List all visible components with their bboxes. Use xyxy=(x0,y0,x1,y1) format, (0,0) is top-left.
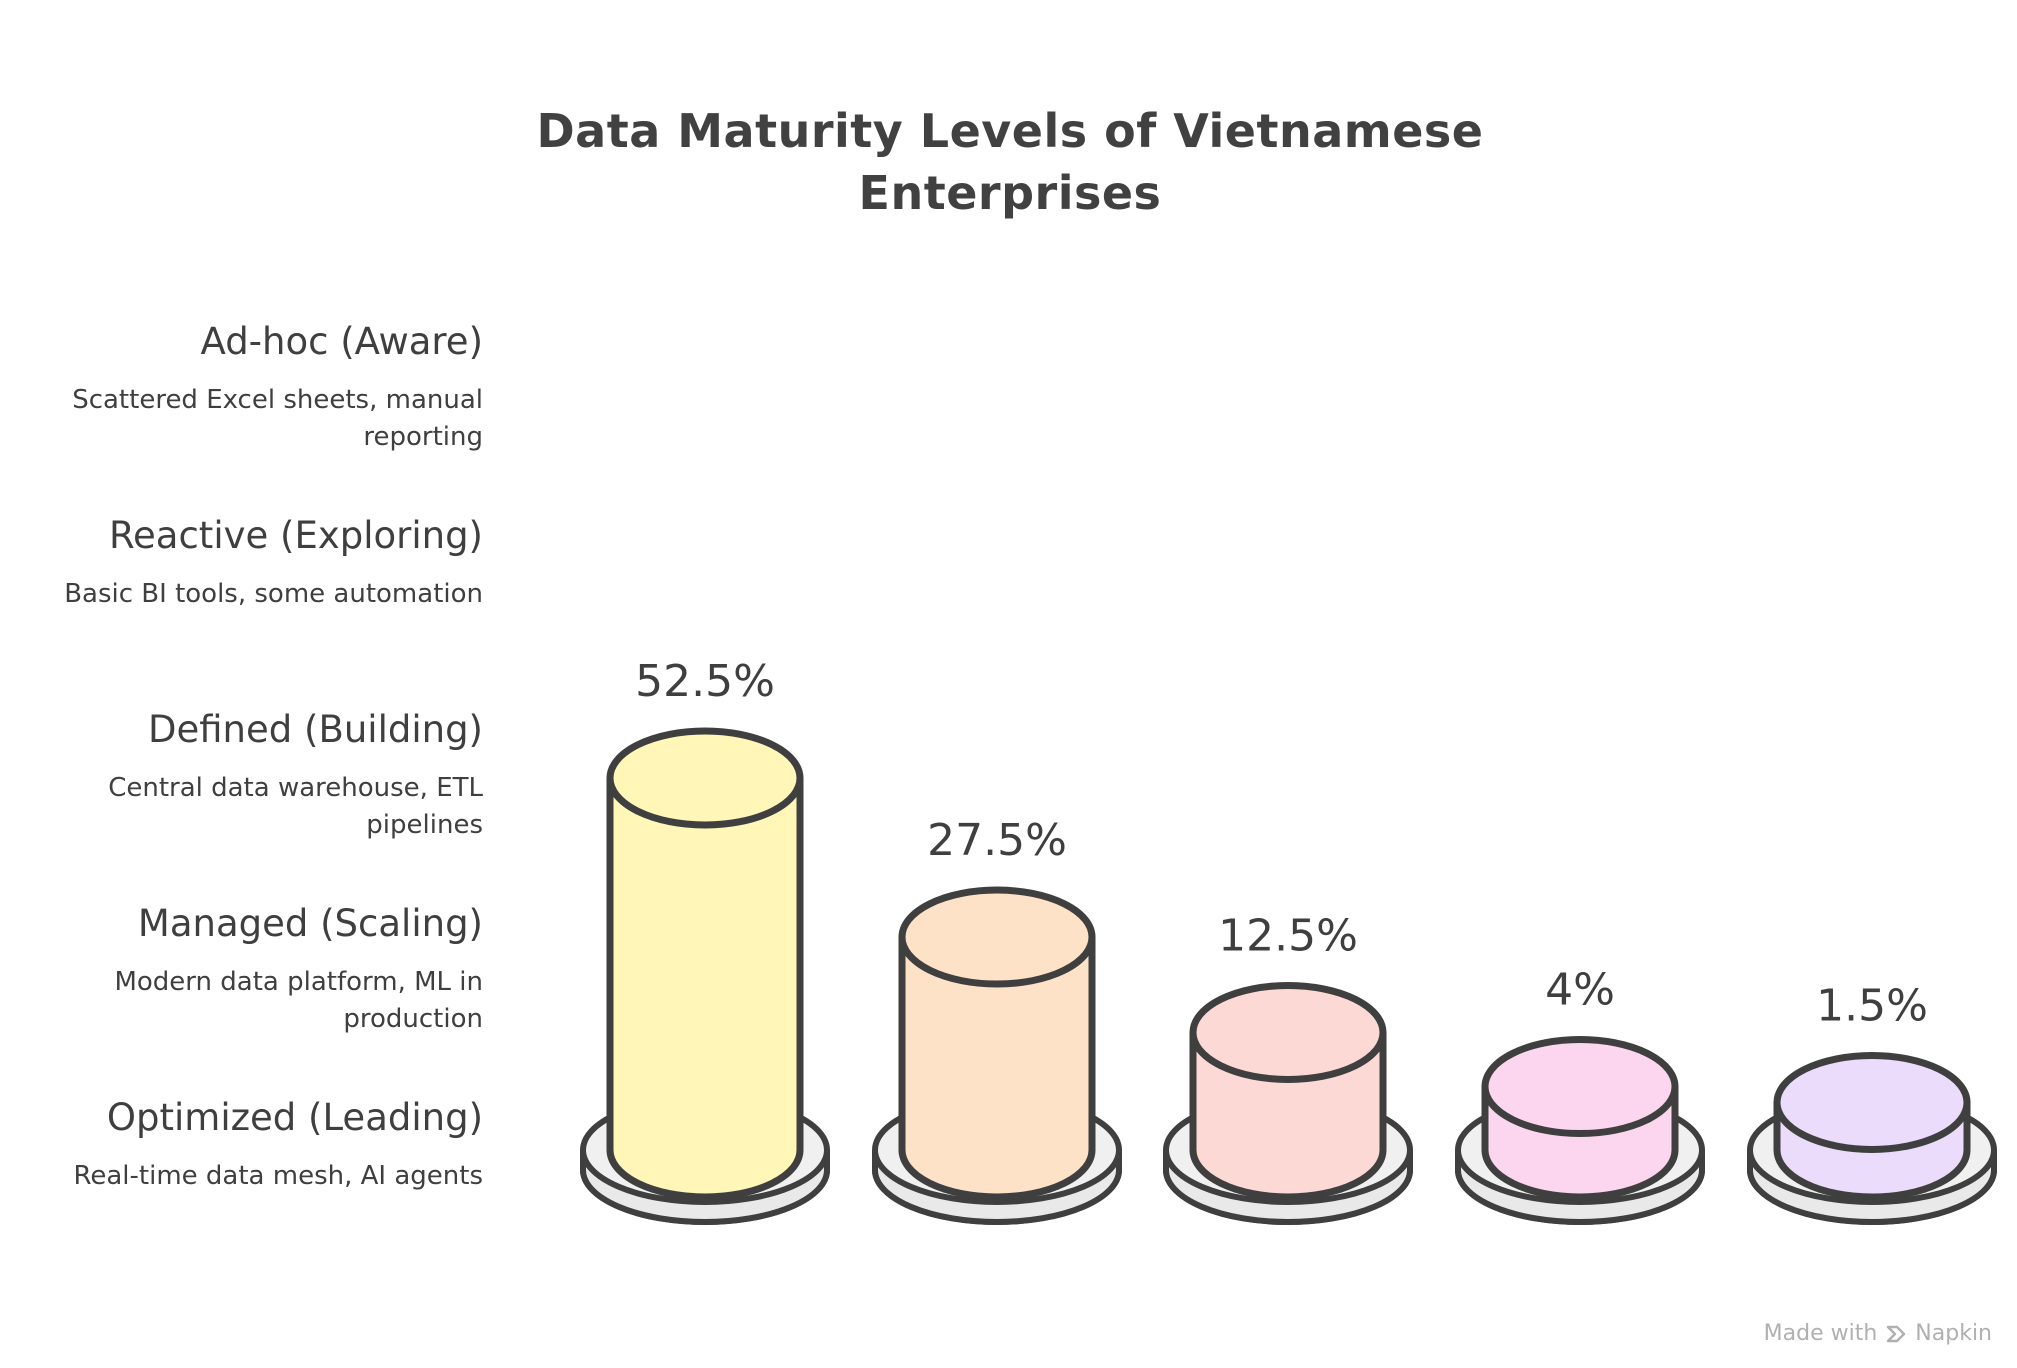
level-legend-item: Optimized (Leading) Real-time data mesh,… xyxy=(13,1096,483,1195)
level-description: Modern data platform, ML in production xyxy=(114,967,483,1034)
level-name: Reactive (Exploring) xyxy=(108,514,483,557)
level-name: Defined (Building) xyxy=(148,708,483,751)
level-legend-item: Reactive (Exploring) Basic BI tools, som… xyxy=(13,514,483,613)
bar-value-label: 52.5% xyxy=(635,656,775,707)
level-description: Central data warehouse, ETL pipelines xyxy=(108,773,483,840)
bar-body xyxy=(606,774,804,1201)
bar-top xyxy=(1189,981,1387,1083)
bar-body xyxy=(898,933,1096,1201)
chart-title-line-1: Data Maturity Levels of Vietnamese xyxy=(536,104,1484,158)
chart-title-line-2: Enterprises xyxy=(858,166,1162,220)
bar-top xyxy=(606,727,804,829)
level-description: Scattered Excel sheets, manual reporting xyxy=(72,385,483,452)
napkin-logo-icon xyxy=(1887,1325,1906,1342)
bar-value-label: 12.5% xyxy=(1218,910,1358,961)
level-name: Managed (Scaling) xyxy=(137,902,483,945)
bar-value-label: 27.5% xyxy=(927,815,1067,866)
bar-value-label: 4% xyxy=(1545,965,1615,1016)
bar-top xyxy=(1773,1051,1971,1153)
level-legend-item: Managed (Scaling) Modern data platform, … xyxy=(13,902,483,1038)
level-legend-item: Ad-hoc (Aware) Scattered Excel sheets, m… xyxy=(13,320,483,456)
bar-top xyxy=(1481,1036,1679,1138)
level-description: Real-time data mesh, AI agents xyxy=(73,1161,483,1191)
bar-1: 52.5% xyxy=(580,656,830,1225)
level-description: Basic BI tools, some automation xyxy=(64,579,483,609)
chart-title: Data Maturity Levels of Vietnamese Enter… xyxy=(380,100,1640,224)
level-legend-item: Defined (Building) Central data warehous… xyxy=(13,708,483,844)
bar-5: 1.5% xyxy=(1747,980,1997,1225)
bar-value-label: 1.5% xyxy=(1816,980,1928,1031)
watermark-prefix: Made with xyxy=(1763,1321,1878,1346)
level-name: Ad-hoc (Aware) xyxy=(200,320,483,363)
bar-top xyxy=(898,886,1096,988)
bar-3: 12.5% xyxy=(1163,910,1413,1225)
bar-4: 4% xyxy=(1455,965,1705,1225)
watermark-brand: Napkin xyxy=(1915,1321,1992,1346)
level-name: Optimized (Leading) xyxy=(106,1096,483,1139)
bar-2: 27.5% xyxy=(872,815,1122,1225)
napkin-watermark[interactable]: Made with Napkin xyxy=(1764,1321,1992,1346)
